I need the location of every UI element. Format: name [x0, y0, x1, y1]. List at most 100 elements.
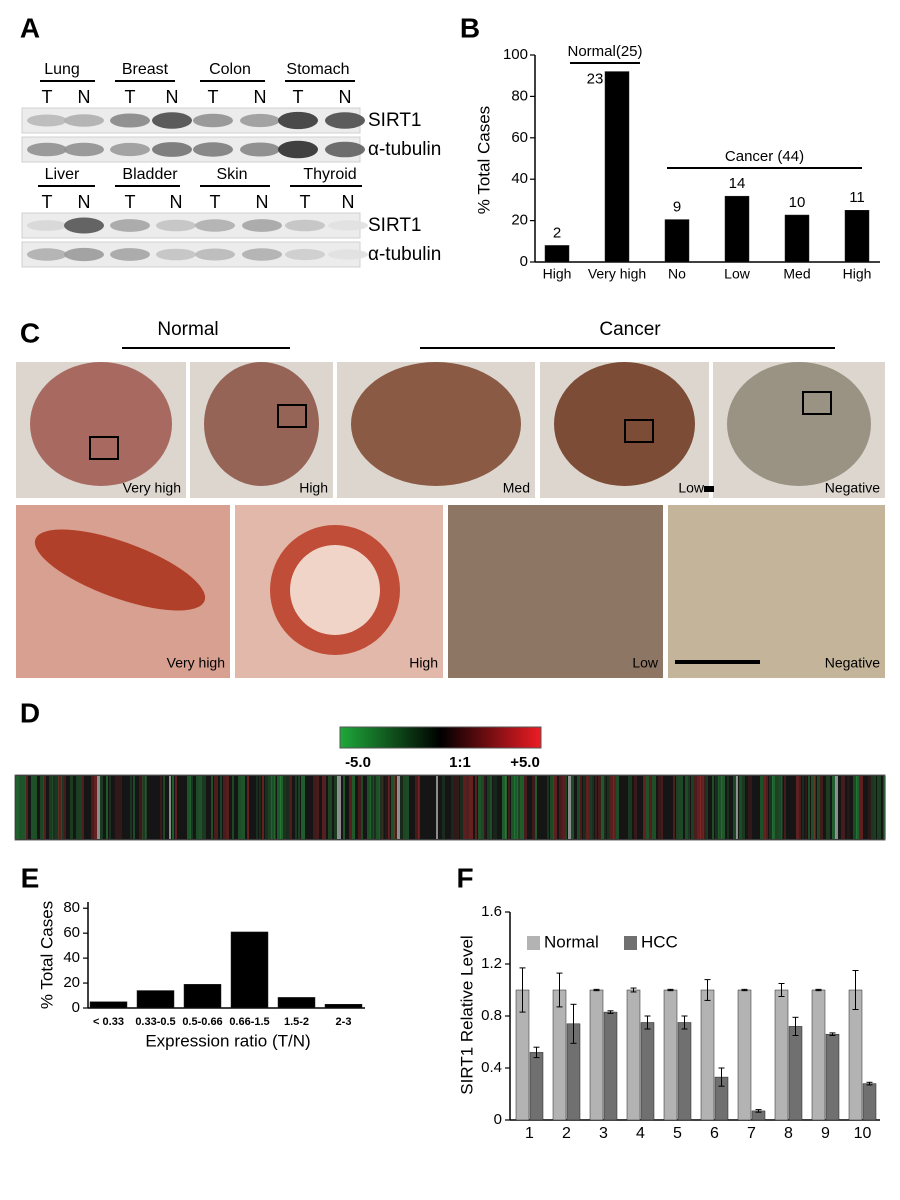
label: T	[300, 192, 311, 212]
stripe	[583, 776, 586, 839]
band	[285, 248, 325, 261]
stripe	[652, 776, 656, 839]
stripe	[373, 776, 376, 839]
stripe	[643, 776, 646, 839]
label: 1.5-2	[284, 1016, 309, 1028]
tissue-core	[204, 362, 319, 486]
stripe	[223, 776, 226, 839]
label: SIRT1	[368, 215, 422, 236]
stripe	[577, 776, 580, 839]
label: N	[254, 87, 267, 107]
stripe	[334, 776, 338, 839]
label: Colon	[209, 61, 251, 78]
label: HCC	[641, 932, 678, 951]
stripe	[490, 776, 492, 839]
stripe	[805, 776, 807, 839]
stripe	[739, 776, 742, 839]
band	[152, 142, 192, 157]
band	[240, 142, 280, 157]
stripe	[460, 776, 463, 839]
stripe	[418, 776, 420, 839]
label: 40	[63, 949, 80, 966]
stripe	[271, 776, 275, 839]
stripe	[553, 776, 557, 839]
stripe	[61, 776, 64, 839]
stripe	[841, 776, 845, 839]
label: 0.4	[481, 1059, 502, 1076]
stripe	[568, 776, 571, 839]
error-bar	[644, 1015, 651, 1030]
error-bar	[792, 1016, 799, 1036]
stripe	[451, 776, 454, 839]
stripe	[40, 776, 44, 839]
stripe	[58, 776, 62, 839]
stripe	[43, 776, 46, 839]
bar	[277, 997, 316, 1009]
stripe	[286, 776, 289, 839]
stripe	[760, 776, 763, 839]
label: N	[342, 192, 355, 212]
label: Liver	[45, 166, 80, 183]
label: 9	[821, 1125, 830, 1142]
label: T	[208, 87, 219, 107]
band	[285, 219, 325, 232]
stripe	[454, 776, 457, 839]
zoom-box	[624, 419, 654, 443]
label: -5.0	[345, 754, 371, 771]
label: 0.5-0.66	[182, 1016, 222, 1028]
stripe	[532, 776, 535, 839]
stripe	[199, 776, 202, 839]
stripe	[658, 776, 661, 839]
stripe	[853, 776, 857, 839]
stripe	[142, 776, 146, 839]
label: 1	[525, 1125, 534, 1142]
label: Very high	[123, 480, 181, 496]
stripe	[247, 776, 249, 839]
label: 0	[494, 1111, 502, 1128]
label: T	[210, 192, 221, 212]
stripe	[748, 776, 752, 839]
stripe	[784, 776, 786, 839]
stripe	[442, 776, 445, 839]
stripe	[226, 776, 229, 839]
bar	[774, 989, 789, 1121]
error-bar	[866, 1081, 873, 1086]
stripe	[535, 776, 537, 839]
error-bar	[704, 979, 711, 1001]
stripe	[361, 776, 363, 839]
stripe	[520, 776, 524, 839]
bar	[677, 1022, 692, 1121]
stripe	[775, 776, 778, 839]
bar	[324, 1004, 363, 1009]
stripe	[478, 776, 481, 839]
band	[328, 220, 368, 231]
stripe	[352, 776, 355, 839]
label: 7	[747, 1125, 756, 1142]
bar	[788, 1026, 803, 1121]
bar	[724, 195, 750, 263]
stripe	[313, 776, 316, 839]
label: 80	[511, 87, 528, 104]
label: High	[843, 266, 872, 282]
label: C	[20, 317, 40, 348]
label: Normal	[157, 319, 218, 340]
stripe	[781, 776, 783, 839]
label: Bladder	[122, 166, 178, 183]
label: 10	[789, 194, 806, 211]
bar	[784, 214, 810, 263]
stripe	[109, 776, 111, 839]
stripe	[703, 776, 706, 839]
stripe	[832, 776, 836, 839]
stripe	[295, 776, 297, 839]
stripe	[289, 776, 292, 839]
stripe	[517, 776, 520, 839]
stripe	[763, 776, 766, 839]
label: 1:1	[449, 754, 471, 771]
bar	[664, 219, 690, 263]
band	[64, 114, 104, 127]
stripe	[466, 776, 469, 839]
stripe	[16, 776, 19, 839]
stripe	[733, 776, 737, 839]
stripe	[22, 776, 26, 839]
stripe	[172, 776, 174, 839]
